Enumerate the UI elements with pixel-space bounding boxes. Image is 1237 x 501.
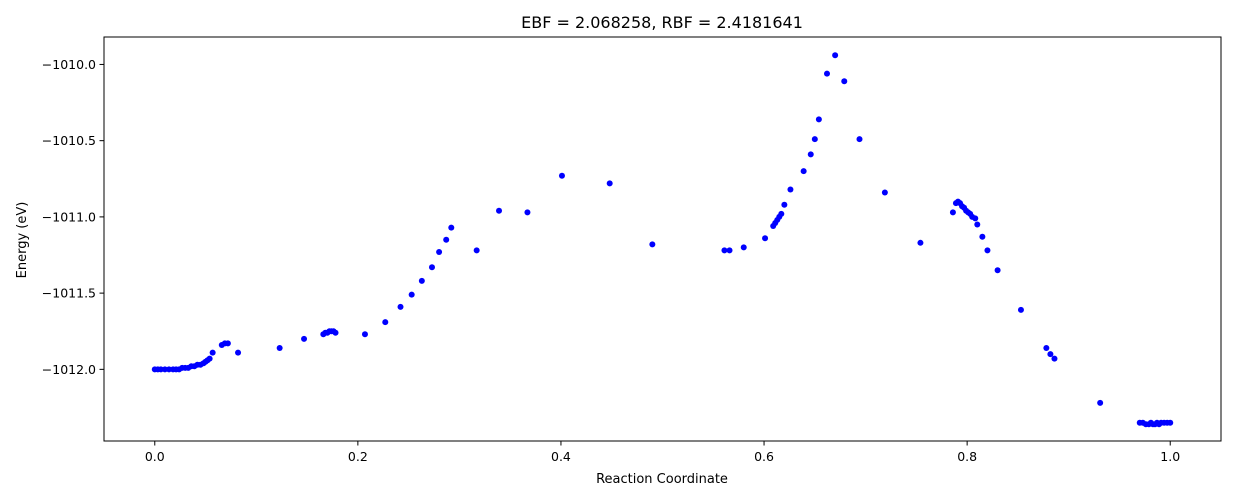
data-point xyxy=(800,168,807,175)
data-point xyxy=(979,233,986,240)
data-point xyxy=(276,345,283,351)
data-point xyxy=(815,116,822,123)
data-point xyxy=(974,221,981,228)
chart-title: EBF = 2.068258, RBF = 2.4181641 xyxy=(521,13,803,32)
x-tick-label: 0.4 xyxy=(551,449,571,464)
data-point xyxy=(448,224,455,231)
data-point xyxy=(881,189,888,196)
data-point xyxy=(649,241,656,248)
data-point xyxy=(436,248,443,255)
data-point xyxy=(209,349,216,356)
data-point xyxy=(824,70,830,77)
y-tick-label: −1010.0 xyxy=(42,57,96,72)
data-point xyxy=(781,201,788,208)
x-axis-ticks: 0.0 0.2 0.4 0.6 0.8 1.0 xyxy=(145,441,1180,464)
data-point xyxy=(984,247,991,254)
data-point xyxy=(1167,419,1174,426)
y-tick-label: −1011.5 xyxy=(42,286,96,301)
data-point xyxy=(721,247,728,254)
data-point xyxy=(428,264,435,271)
x-tick-label: 1.0 xyxy=(1160,449,1180,464)
data-point xyxy=(807,151,814,158)
data-point xyxy=(224,340,231,347)
data-point xyxy=(726,247,733,254)
data-point xyxy=(408,291,415,298)
data-point xyxy=(1017,306,1024,313)
data-point xyxy=(235,349,242,356)
data-point xyxy=(740,244,747,251)
data-point xyxy=(949,209,956,216)
x-tick-label: 0.8 xyxy=(957,449,977,464)
data-point xyxy=(1043,345,1050,351)
data-point xyxy=(443,236,450,243)
data-point xyxy=(762,235,769,242)
y-tick-label: −1012.0 xyxy=(42,362,96,377)
data-point xyxy=(558,172,565,179)
x-tick-label: 0.2 xyxy=(348,449,368,464)
data-point xyxy=(382,319,389,326)
data-point xyxy=(1051,355,1058,362)
y-axis-label: Energy (eV) xyxy=(15,202,30,279)
data-point xyxy=(832,52,839,59)
x-tick-label: 0.6 xyxy=(754,449,774,464)
data-point xyxy=(856,136,863,143)
data-point xyxy=(811,136,818,143)
x-tick-label: 0.0 xyxy=(145,449,165,464)
data-point xyxy=(301,335,308,342)
data-point xyxy=(917,239,924,246)
data-point xyxy=(1097,399,1104,406)
data-point xyxy=(778,210,785,217)
data-point xyxy=(418,277,425,284)
data-point xyxy=(524,209,531,216)
plot-frame xyxy=(103,36,1222,442)
y-tick-label: −1011.0 xyxy=(42,209,96,224)
data-point xyxy=(1047,351,1054,358)
data-point xyxy=(361,331,368,338)
data-point xyxy=(332,329,339,336)
data-point xyxy=(972,215,979,222)
data-point xyxy=(994,267,1001,274)
data-point xyxy=(206,355,213,362)
data-point xyxy=(397,303,404,310)
data-point xyxy=(473,247,480,254)
y-axis-ticks: −1010.0 −1010.5 −1011.0 −1011.5 −1012.0 xyxy=(42,57,104,377)
y-tick-label: −1010.5 xyxy=(42,133,96,148)
data-point xyxy=(787,186,794,193)
data-point xyxy=(841,78,848,85)
data-point xyxy=(606,180,613,187)
data-point xyxy=(496,207,503,214)
data-points xyxy=(151,52,1174,428)
x-axis-label: Reaction Coordinate xyxy=(596,472,728,487)
